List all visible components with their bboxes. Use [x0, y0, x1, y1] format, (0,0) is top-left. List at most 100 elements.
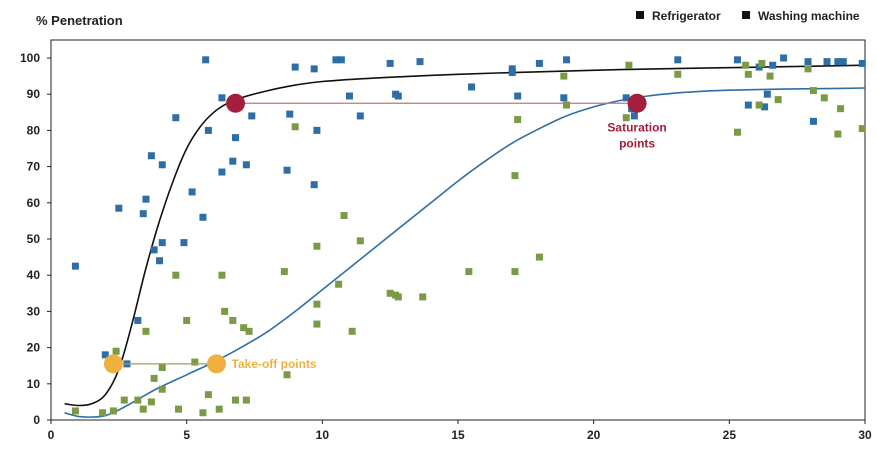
point-refrigerator [232, 134, 240, 142]
saturation-points-marker [226, 93, 246, 113]
point-refrigerator [394, 92, 402, 100]
point-washing-machine [744, 70, 752, 78]
y-tick-label: 100 [20, 51, 40, 65]
legend-swatch-washing-machine [742, 11, 750, 19]
point-refrigerator [134, 316, 142, 324]
point-refrigerator [337, 56, 345, 64]
point-refrigerator [733, 56, 741, 64]
y-tick-label: 50 [27, 232, 41, 246]
point-washing-machine [774, 96, 782, 104]
y-tick-label: 10 [27, 377, 41, 391]
point-washing-machine [804, 65, 812, 73]
point-refrigerator [310, 65, 318, 73]
point-washing-machine [283, 371, 291, 379]
point-refrigerator [147, 152, 155, 160]
point-washing-machine [280, 268, 288, 276]
point-refrigerator [769, 61, 777, 69]
point-refrigerator [180, 239, 188, 247]
point-washing-machine [232, 396, 240, 404]
point-washing-machine [340, 211, 348, 219]
point-refrigerator [310, 181, 318, 189]
point-washing-machine [809, 87, 817, 95]
point-washing-machine [742, 61, 750, 69]
point-washing-machine [150, 374, 158, 382]
point-washing-machine [858, 125, 866, 133]
point-washing-machine [215, 405, 223, 413]
point-washing-machine [514, 116, 522, 124]
point-washing-machine [221, 307, 229, 315]
curve-washing-machine [64, 87, 866, 418]
point-refrigerator [560, 94, 568, 102]
point-refrigerator [804, 58, 812, 66]
y-axis-label: % Penetration [36, 13, 123, 28]
point-refrigerator [172, 114, 180, 122]
point-washing-machine [563, 101, 571, 109]
point-refrigerator [630, 112, 638, 120]
y-tick-label: 30 [27, 304, 41, 318]
point-washing-machine [335, 280, 343, 288]
point-washing-machine [147, 398, 155, 406]
saturation-points-label: Saturation [607, 120, 666, 134]
point-washing-machine [356, 237, 364, 245]
point-refrigerator [229, 157, 237, 165]
point-refrigerator [218, 168, 226, 176]
saturation-points-marker [627, 93, 647, 113]
y-tick-label: 60 [27, 196, 41, 210]
y-tick-label: 80 [27, 123, 41, 137]
point-washing-machine [71, 407, 79, 415]
point-refrigerator [809, 117, 817, 125]
point-refrigerator [286, 110, 294, 118]
point-refrigerator [158, 239, 166, 247]
point-washing-machine [313, 320, 321, 328]
point-washing-machine [99, 409, 107, 417]
point-refrigerator [345, 92, 353, 100]
point-washing-machine [158, 385, 166, 393]
point-refrigerator [514, 92, 522, 100]
point-washing-machine [112, 347, 120, 355]
point-refrigerator [156, 257, 164, 265]
point-refrigerator [508, 68, 516, 76]
point-washing-machine [158, 364, 166, 372]
saturation-points-label: points [619, 136, 655, 150]
point-washing-machine [394, 293, 402, 301]
point-refrigerator [283, 166, 291, 174]
point-refrigerator [242, 161, 250, 169]
point-refrigerator [218, 94, 226, 102]
point-washing-machine [175, 405, 183, 413]
point-washing-machine [834, 130, 842, 138]
point-refrigerator [823, 58, 831, 66]
point-washing-machine [313, 242, 321, 250]
point-refrigerator [468, 83, 476, 91]
point-washing-machine [837, 105, 845, 113]
point-washing-machine [511, 172, 519, 180]
annotations: Saturation points Take-off points [103, 93, 667, 374]
legend-label-washing-machine: Washing machine [758, 9, 860, 23]
point-washing-machine [511, 268, 519, 276]
point-washing-machine [755, 101, 763, 109]
point-refrigerator [71, 262, 79, 270]
point-washing-machine [199, 409, 207, 417]
point-washing-machine [622, 114, 630, 122]
point-refrigerator [416, 58, 424, 66]
point-washing-machine [204, 391, 212, 399]
point-washing-machine [240, 324, 248, 332]
point-refrigerator [202, 56, 210, 64]
point-washing-machine [218, 271, 226, 279]
point-refrigerator [142, 195, 150, 203]
point-refrigerator [744, 101, 752, 109]
point-refrigerator [356, 112, 364, 120]
curve-refrigerator [64, 64, 866, 407]
y-tick-label: 20 [27, 341, 41, 355]
point-refrigerator [199, 213, 207, 221]
point-washing-machine [560, 72, 568, 80]
point-washing-machine [386, 289, 394, 297]
point-washing-machine [291, 123, 299, 131]
point-washing-machine [172, 271, 180, 279]
x-tick-label: 30 [858, 428, 872, 442]
point-washing-machine [733, 128, 741, 136]
point-washing-machine [229, 316, 237, 324]
legend: Refrigerator Washing machine [636, 9, 860, 23]
point-refrigerator [188, 188, 196, 196]
point-washing-machine [191, 358, 199, 366]
